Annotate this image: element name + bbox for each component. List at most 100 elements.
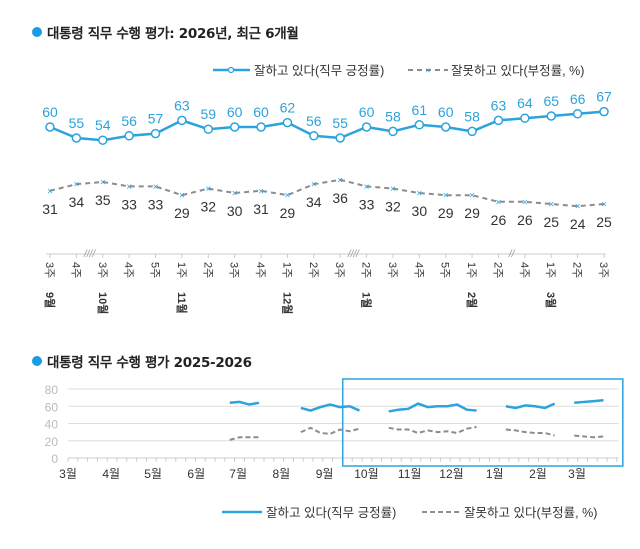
y-tick-label: 60 [45, 400, 59, 414]
positive-data-label: 66 [570, 91, 586, 107]
negative-point-marker: × [179, 191, 185, 202]
x-month-label: 6월 [187, 467, 205, 481]
negative-data-label: 25 [543, 214, 559, 230]
legend-positive-label: 잘하고 있다(직무 긍정률) [266, 506, 396, 520]
positive-data-label: 67 [596, 89, 612, 105]
x-month-label: 12월 [439, 467, 463, 481]
negative-point-marker: × [153, 182, 159, 193]
negative-point-marker: × [285, 191, 291, 202]
positive-point-marker [520, 113, 530, 123]
x-tick-label: 4주 [518, 262, 530, 278]
positive-point-marker [388, 126, 398, 137]
x-month-label: 9월 [316, 467, 334, 481]
positive-data-label: 63 [174, 97, 190, 113]
x-tick-label: 3주 [597, 262, 609, 278]
negative-series-segment [388, 425, 477, 435]
positive-point-marker [203, 124, 214, 134]
negative-data-label: 34 [69, 194, 85, 210]
x-tick-label: 3주 [96, 262, 108, 278]
x-month-label: 3월 [59, 467, 77, 481]
positive-point-marker [440, 122, 451, 132]
positive-data-label: 60 [42, 104, 58, 120]
negative-point-marker: × [205, 184, 211, 195]
x-tick-label: 5주 [149, 262, 161, 278]
positive-data-label: 65 [543, 93, 559, 109]
negative-point-marker: × [601, 200, 607, 211]
positive-point-marker [98, 135, 108, 145]
positive-data-label: 60 [438, 104, 454, 120]
x-tick-label: 1주 [465, 262, 477, 278]
positive-point-marker [493, 115, 504, 126]
x-month-label: 3월 [568, 467, 586, 481]
x-tick-label: 3주 [386, 262, 398, 278]
positive-point-marker [150, 128, 161, 139]
x-tick-label: 1주 [175, 262, 187, 278]
negative-data-label: 30 [412, 203, 428, 219]
negative-data-label: 32 [200, 199, 216, 215]
bottom-chart-title: 대통령 직무 수행 평가 2025-2026 [32, 351, 252, 371]
positive-point-marker [282, 117, 293, 128]
negative-point-marker: × [47, 186, 53, 197]
y-tick-label: 80 [45, 383, 59, 397]
positive-point-marker [177, 115, 187, 126]
negative-data-label: 25 [596, 214, 612, 230]
x-month-label: 3월 [544, 292, 558, 308]
negative-data-label: 30 [227, 203, 243, 219]
positive-series-segment [300, 403, 360, 412]
negative-point-marker: × [575, 202, 581, 213]
x-tick-label: 3주 [228, 262, 240, 278]
negative-data-label: 32 [385, 199, 401, 215]
x-tick-label: 1주 [280, 262, 292, 278]
negative-point-marker: × [73, 180, 79, 191]
x-month-label: 11월 [398, 467, 422, 481]
negative-point-marker: × [364, 182, 370, 193]
positive-data-label: 60 [359, 104, 375, 120]
negative-point-marker: × [443, 191, 449, 202]
x-tick-label: 3주 [43, 262, 55, 278]
axis-break-mark: //// [83, 249, 96, 260]
x-month-label: 1월 [486, 467, 504, 481]
x-tick-label: 4주 [69, 262, 81, 278]
x-tick-label: 5주 [439, 262, 451, 278]
negative-data-label: 33 [148, 196, 164, 212]
positive-data-label: 55 [332, 115, 348, 131]
negative-data-label: 31 [42, 201, 58, 217]
x-tick-label: 4주 [412, 262, 424, 278]
negative-series-segment [505, 428, 555, 437]
negative-data-label: 26 [491, 212, 507, 228]
negative-point-marker: × [390, 184, 396, 195]
legend-x-marker-icon: × [425, 66, 430, 76]
highlight-box [341, 378, 624, 467]
negative-point-marker: × [337, 175, 343, 186]
positive-data-label: 58 [385, 108, 401, 124]
x-tick-label: 2주 [491, 262, 503, 278]
x-month-label: 1월 [360, 292, 374, 308]
positive-point-marker [414, 120, 425, 130]
negative-data-label: 29 [438, 205, 454, 221]
negative-point-marker: × [548, 200, 554, 211]
positive-series-segment [574, 398, 604, 405]
negative-series-line [49, 178, 605, 208]
top-chart-title: 대통령 직무 수행 평가: 2026년, 최근 6개월 [32, 22, 299, 42]
positive-point-marker [124, 131, 134, 141]
x-tick-label: 2주 [201, 262, 213, 278]
x-tick-label: 2주 [360, 262, 372, 278]
x-month-label: 2월 [529, 467, 547, 481]
positive-series-segment [229, 400, 260, 406]
negative-point-marker: × [126, 182, 132, 193]
positive-data-label: 59 [200, 106, 216, 122]
x-tick-label: 3주 [333, 262, 345, 278]
y-tick-label: 40 [45, 418, 59, 432]
negative-data-label: 33 [121, 196, 137, 212]
negative-point-marker: × [469, 191, 475, 202]
negative-data-label: 29 [464, 205, 480, 221]
title-dot-icon [32, 27, 42, 37]
x-month-label: 12월 [280, 292, 294, 314]
positive-point-marker [335, 133, 345, 143]
positive-data-label: 62 [280, 100, 296, 116]
positive-point-marker [361, 122, 372, 132]
negative-data-label: 36 [332, 190, 348, 206]
positive-data-label: 60 [253, 104, 269, 120]
x-month-label: 10월 [354, 467, 378, 481]
positive-data-label: 60 [227, 104, 243, 120]
